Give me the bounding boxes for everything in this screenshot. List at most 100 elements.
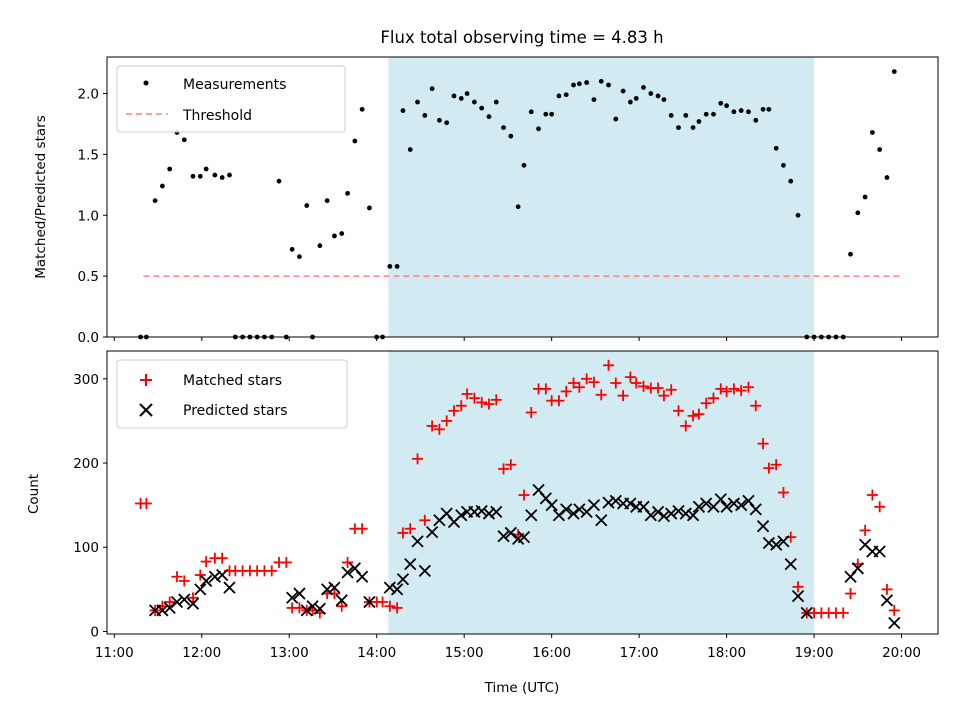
predicted-star-point <box>714 493 727 506</box>
legend-matched-label: Matched stars <box>183 373 282 389</box>
predicted-star-point <box>587 498 601 512</box>
predicted-star-point <box>418 564 431 577</box>
matched-star-point <box>588 376 600 388</box>
predicted-star-stroke-b <box>756 520 770 533</box>
measurement-point <box>324 198 330 204</box>
measurement-point <box>493 99 499 105</box>
predicted-star-stroke-b <box>720 500 733 513</box>
measurement-point <box>471 99 477 105</box>
measurement-point <box>297 254 302 260</box>
measurement-point <box>620 88 626 94</box>
measurement-point <box>227 172 232 178</box>
measurement-point <box>711 111 716 117</box>
measurement-point <box>203 166 209 172</box>
measurement-point <box>289 246 295 252</box>
predicted-star-point <box>679 507 692 520</box>
matched-star-point <box>728 383 740 395</box>
predicted-star-stroke-b <box>880 594 894 607</box>
measurement-point <box>576 81 582 87</box>
bottom-legend: Matched stars Predicted stars <box>116 359 348 429</box>
predicted-star-stroke-b <box>411 535 424 548</box>
matched-star-point <box>540 383 552 395</box>
measurement-point <box>528 109 534 115</box>
matched-star-point <box>525 406 537 418</box>
predicted-star-stroke-b <box>490 505 503 519</box>
predicted-star-point <box>545 498 558 512</box>
predicted-star-stroke-b <box>425 525 439 539</box>
figure-title: Flux total observing time = 4.83 h <box>380 28 663 47</box>
matched-star-point <box>455 400 467 412</box>
bottom-y-tick-label: 200 <box>73 456 99 472</box>
predicted-star-point <box>700 497 713 510</box>
predicted-star-stroke-b <box>624 497 637 510</box>
predicted-star-point <box>328 581 341 594</box>
predicted-star-point <box>455 509 468 522</box>
predicted-star-point <box>657 509 671 523</box>
bottom-panel: 0 100 200 300 11:00 12:00 13:00 14:00 15:00 16:0… <box>26 350 939 696</box>
matched-star-point <box>721 385 733 397</box>
measurement-point <box>773 145 779 151</box>
predicted-star-point <box>383 581 396 594</box>
matched-star-point <box>630 377 642 389</box>
measurement-point <box>429 86 435 92</box>
measurement-point <box>486 114 492 120</box>
measurement-point <box>648 91 654 96</box>
predicted-star-point <box>313 602 326 615</box>
measurement-point <box>197 173 203 179</box>
measurement-point <box>479 105 485 111</box>
x-axis-label: Time (UTC) <box>484 680 560 696</box>
predicted-star-point <box>363 595 376 609</box>
predicted-star-point <box>727 497 741 510</box>
predicted-star-stroke-b <box>216 568 229 582</box>
matched-star-point <box>280 556 292 568</box>
predicted-star-point <box>341 566 354 579</box>
matched-star-point <box>735 385 747 397</box>
bottom-x-tick-label: 12:00 <box>182 645 221 661</box>
predicted-star-stroke-b <box>560 503 573 516</box>
legend-predicted-label: Predicted stars <box>183 403 288 419</box>
matched-star-point <box>498 463 510 475</box>
predicted-star-stroke-b <box>200 574 213 588</box>
matched-star-point <box>468 392 480 404</box>
predicted-star-point <box>411 535 424 548</box>
predicted-star-point <box>735 498 748 512</box>
predicted-star-stroke-b <box>539 492 552 505</box>
predicted-star-stroke-b <box>321 583 334 596</box>
matched-star-point <box>700 397 712 409</box>
matched-star-point <box>560 385 572 397</box>
predicted-star-point <box>762 536 776 550</box>
measurement-point <box>444 120 450 126</box>
predicted-star-point <box>163 601 176 615</box>
matched-star-point <box>617 390 629 402</box>
measurement-point <box>641 85 646 90</box>
matched-star-point <box>610 377 622 389</box>
predicted-star-point <box>567 507 580 520</box>
measurement-point <box>415 99 420 105</box>
predicted-star-point <box>504 526 517 540</box>
predicted-star-stroke-b <box>873 545 886 558</box>
matched-star-point <box>874 501 886 513</box>
predicted-star-stroke-b <box>573 503 586 516</box>
matched-star-point <box>490 394 502 406</box>
predicted-star-point <box>482 507 496 520</box>
predicted-star-point <box>672 504 685 518</box>
measurement-point <box>352 138 358 144</box>
predicted-star-point <box>880 594 894 607</box>
measurement-point <box>501 125 506 131</box>
predicted-star-stroke-b <box>300 604 313 617</box>
matched-star-point <box>505 459 517 471</box>
matched-star-point <box>433 423 445 435</box>
matched-star-point <box>595 389 607 401</box>
measurement-point <box>339 231 345 236</box>
predicted-star-stroke-b <box>525 509 538 522</box>
measurement-point <box>563 92 569 98</box>
bottom-y-ticks: 0 100 200 300 <box>73 372 107 640</box>
predicted-star-stroke-b <box>644 509 657 522</box>
predicted-star-point <box>186 597 200 610</box>
predicted-star-stroke-b <box>651 505 665 519</box>
measurement-point <box>571 82 576 88</box>
top-y-tick-label: 1.0 <box>78 208 99 224</box>
matched-star-point <box>742 381 754 393</box>
predicted-star-stroke-b <box>609 494 622 508</box>
predicted-star-point <box>170 595 184 609</box>
